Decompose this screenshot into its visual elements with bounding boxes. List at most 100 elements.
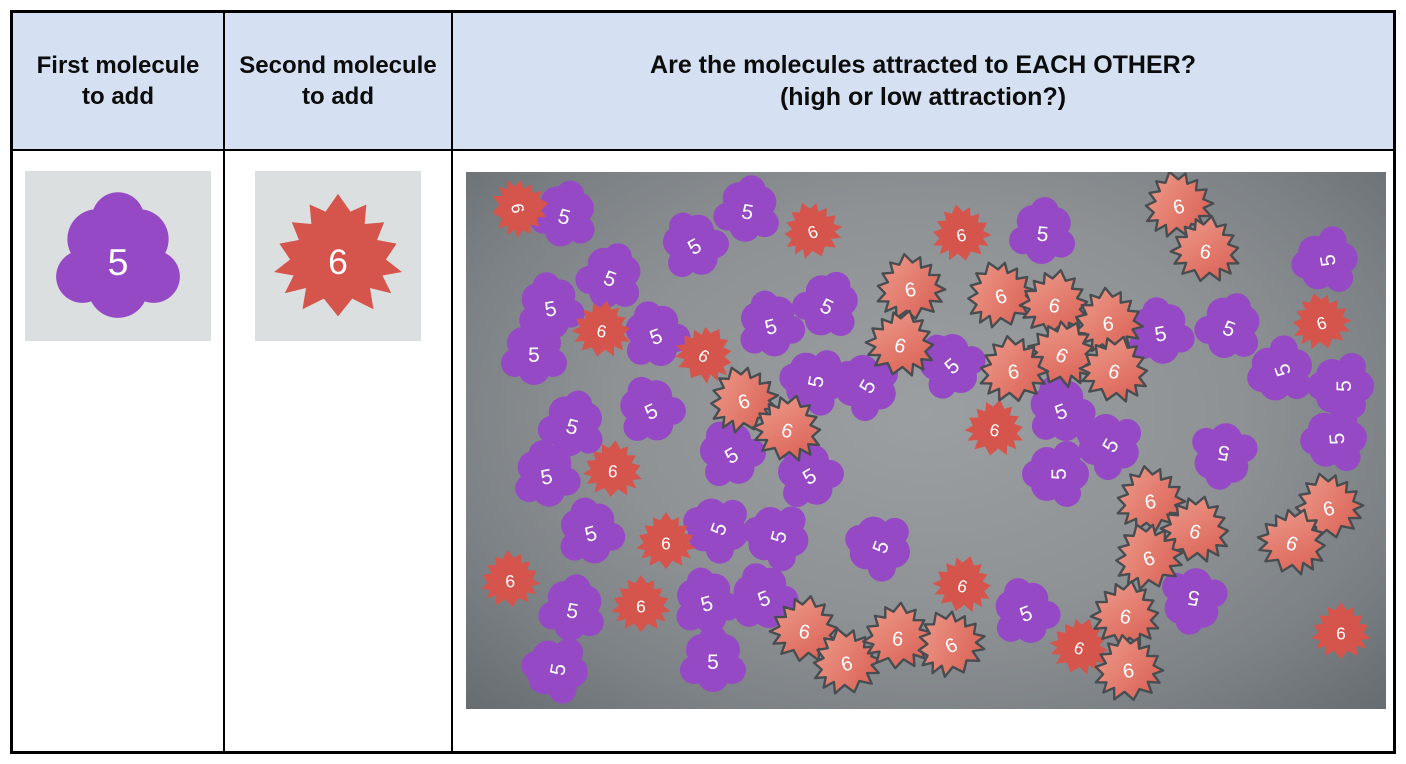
molecule-5: 5 [1146, 555, 1239, 648]
svg-text:6: 6 [1052, 344, 1071, 369]
svg-text:5: 5 [641, 399, 661, 425]
molecule-5: 5 [827, 494, 930, 597]
svg-text:6: 6 [607, 461, 618, 482]
svg-text:6: 6 [1071, 637, 1087, 659]
molecule-6-bonded: 6 [899, 592, 1000, 693]
molecule-5: 5 [657, 552, 755, 650]
svg-text:5: 5 [707, 651, 719, 674]
molecule-5: 5 [1178, 275, 1281, 378]
molecule-5: 5 [516, 172, 614, 263]
molecule-5: 5 [509, 623, 602, 709]
molecule-5: 5 [675, 398, 784, 507]
svg-text:6: 6 [892, 628, 905, 651]
molecule-6: 6 [770, 188, 855, 273]
svg-text:6: 6 [1186, 520, 1202, 544]
table-header-row: First molecule to add Second molecule to… [13, 13, 1393, 151]
svg-text:6: 6 [1007, 361, 1022, 385]
svg-text:6: 6 [1198, 240, 1213, 264]
molecule-5: 5 [811, 331, 920, 440]
molecule-5: 5 [1301, 346, 1381, 426]
svg-text:5: 5 [799, 464, 821, 490]
molecule-5: 5 [673, 619, 753, 699]
molecule-5: 5 [524, 375, 622, 473]
molecule-6-bonded: 6 [1067, 280, 1149, 362]
molecule-5: 5 [494, 312, 574, 392]
svg-text:6: 6 [988, 420, 1001, 441]
svg-text:5: 5 [698, 592, 715, 617]
molecule-5: 5 [1229, 320, 1332, 423]
molecule-5: 5 [1016, 434, 1096, 514]
molecule-5: 5 [500, 427, 593, 520]
molecule-5: 5 [503, 260, 596, 353]
molecule-5: 5 [721, 275, 819, 373]
molecule-6-bonded: 6 [1106, 455, 1194, 543]
molecule-5: 5 [727, 487, 825, 585]
svg-text:5: 5 [1153, 322, 1169, 347]
svg-text:5: 5 [1316, 253, 1341, 269]
molecule-6-bonded: 6 [694, 350, 791, 447]
svg-text:6: 6 [955, 225, 968, 246]
molecule-6: 6 [482, 172, 558, 246]
svg-text:5: 5 [762, 315, 779, 340]
molecule-5: 5 [1177, 410, 1270, 503]
svg-text:5: 5 [755, 586, 774, 612]
cell-second-molecule: 6 [225, 151, 453, 751]
svg-text:6: 6 [839, 653, 855, 677]
svg-text:6: 6 [1102, 313, 1115, 336]
svg-text:5: 5 [869, 538, 895, 557]
molecule-6-bonded: 6 [1132, 172, 1225, 251]
molecule-5: 5 [541, 482, 639, 580]
svg-text:5: 5 [556, 205, 573, 230]
svg-text:5: 5 [684, 234, 706, 260]
molecule-5: 5 [526, 562, 619, 655]
svg-text:5: 5 [646, 325, 665, 351]
svg-text:6: 6 [955, 575, 969, 597]
molecule-6: 6 [1037, 604, 1122, 689]
molecule-6-bonded: 6 [1068, 323, 1161, 416]
svg-text:5: 5 [601, 267, 620, 293]
svg-text:6: 6 [942, 634, 961, 659]
molecule-6-bonded: 6 [857, 595, 939, 677]
molecule-5: 5 [1290, 396, 1377, 483]
molecule-6-bonded: 6 [1162, 205, 1250, 293]
cell-first-molecule: 5 [13, 151, 225, 751]
molecule-5: 5 [603, 283, 706, 386]
svg-text:5: 5 [1017, 602, 1036, 628]
svg-text:6: 6 [805, 221, 821, 243]
molecule-6-bonded: 6 [1013, 302, 1114, 403]
svg-text:5: 5 [539, 465, 555, 490]
first-molecule-image: 5 [25, 171, 211, 341]
molecule-6: 6 [923, 195, 999, 271]
svg-text:6: 6 [1105, 360, 1121, 384]
svg-text:6: 6 [1336, 623, 1346, 643]
svg-text:5: 5 [1048, 468, 1071, 480]
svg-text:5: 5 [1271, 361, 1297, 380]
svg-text:5: 5 [108, 241, 129, 283]
svg-text:6: 6 [661, 533, 671, 553]
svg-text:5: 5 [1219, 317, 1238, 343]
molecule-5: 5 [702, 172, 795, 255]
molecule-6-bonded: 6 [969, 325, 1057, 413]
molecule-5: 5 [1054, 390, 1163, 499]
molecule-5: 5 [1113, 285, 1206, 378]
svg-text:6: 6 [892, 334, 908, 358]
molecule-6-bonded: 6 [866, 243, 954, 331]
table-body-row: 5 6 5 5 5 5 5 5 5 5 5 5 5 5 5 5 5 5 5 5 5 5 5 5 5 5 5 5 5 5 5 5 5 5 5 5 5 5… [13, 151, 1393, 751]
molecule-5: 5 [974, 560, 1077, 663]
svg-text:6: 6 [1171, 196, 1187, 220]
molecule-5: 5 [774, 251, 880, 357]
svg-text:6: 6 [1321, 497, 1337, 521]
svg-text:6: 6 [1047, 295, 1062, 319]
molecule-5: 5 [639, 189, 748, 298]
molecule-6: 6 [474, 543, 546, 615]
svg-text:6: 6 [595, 320, 608, 341]
molecule-6: 6 [1308, 598, 1374, 664]
molecule-6-bonded: 6 [1084, 624, 1172, 709]
molecule-6-bonded: 6 [799, 615, 892, 708]
molecule-6-bonded: 6 [951, 245, 1048, 342]
molecule-6-bonded: 6 [1082, 570, 1170, 658]
svg-text:5: 5 [940, 354, 964, 379]
molecule-6: 6 [633, 508, 699, 574]
molecule-6-bonded: 6 [855, 296, 948, 389]
